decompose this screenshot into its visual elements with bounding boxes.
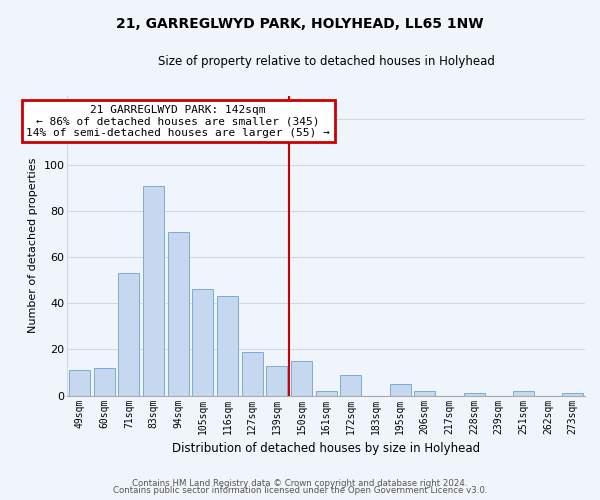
Bar xyxy=(316,391,337,396)
Bar xyxy=(242,352,263,396)
Bar xyxy=(266,366,287,396)
X-axis label: Distribution of detached houses by size in Holyhead: Distribution of detached houses by size … xyxy=(172,442,480,455)
Bar xyxy=(414,391,435,396)
Bar xyxy=(118,274,139,396)
Bar xyxy=(217,296,238,396)
Text: 21, GARREGLWYD PARK, HOLYHEAD, LL65 1NW: 21, GARREGLWYD PARK, HOLYHEAD, LL65 1NW xyxy=(116,18,484,32)
Bar xyxy=(168,232,188,396)
Bar xyxy=(389,384,410,396)
Bar xyxy=(69,370,90,396)
Bar xyxy=(143,186,164,396)
Title: Size of property relative to detached houses in Holyhead: Size of property relative to detached ho… xyxy=(158,55,494,68)
Text: 21 GARREGLWYD PARK: 142sqm
← 86% of detached houses are smaller (345)
14% of sem: 21 GARREGLWYD PARK: 142sqm ← 86% of deta… xyxy=(26,105,330,138)
Bar xyxy=(340,375,361,396)
Bar xyxy=(193,290,214,396)
Y-axis label: Number of detached properties: Number of detached properties xyxy=(28,158,38,334)
Bar xyxy=(513,391,534,396)
Bar xyxy=(291,361,312,396)
Text: Contains public sector information licensed under the Open Government Licence v3: Contains public sector information licen… xyxy=(113,486,487,495)
Bar xyxy=(562,394,583,396)
Bar xyxy=(94,368,115,396)
Bar xyxy=(464,394,485,396)
Text: Contains HM Land Registry data © Crown copyright and database right 2024.: Contains HM Land Registry data © Crown c… xyxy=(132,478,468,488)
